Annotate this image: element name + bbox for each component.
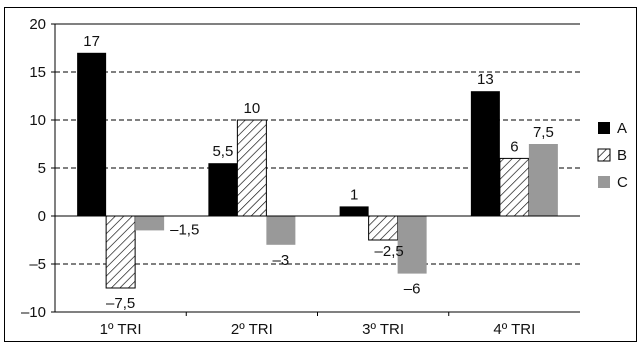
bar-c-3	[397, 216, 427, 274]
data-label-c-1: –1,5	[170, 221, 199, 238]
y-tick-label: 10	[29, 112, 46, 129]
x-tick-label: 3º TRI	[362, 321, 404, 338]
legend-label-a: A	[617, 120, 627, 137]
data-label-c-2: –3	[273, 252, 290, 269]
bar-a-3	[339, 206, 369, 216]
y-tick-label: –5	[29, 256, 46, 273]
x-tick-label: 2º TRI	[231, 321, 273, 338]
legend-swatch-a	[598, 122, 610, 134]
x-tick-label: 4º TRI	[493, 321, 535, 338]
data-label-b-2: 10	[244, 100, 261, 117]
bar-a-4	[470, 91, 500, 216]
data-label-a-1: 17	[83, 33, 100, 50]
legend-label-c: C	[617, 174, 628, 191]
bar-a-1	[77, 52, 107, 216]
data-label-a-2: 5,5	[212, 143, 233, 160]
y-tick-label: 20	[29, 16, 46, 33]
data-label-b-3: –2,5	[375, 243, 404, 260]
y-tick-label: 15	[29, 64, 46, 81]
data-label-a-4: 13	[477, 71, 494, 88]
data-label-b-4: 6	[510, 138, 518, 155]
legend-swatch-c	[598, 176, 610, 188]
bar-b-4	[499, 157, 530, 217]
bar-b-3	[368, 215, 399, 241]
bar-c-2	[266, 216, 296, 245]
bar-b-1	[105, 215, 136, 289]
bars	[77, 52, 558, 289]
data-label-b-1: –7,5	[106, 295, 135, 312]
data-label-a-3: 1	[350, 186, 358, 203]
chart-frame	[4, 7, 637, 342]
data-label-c-4: 7,5	[533, 124, 554, 141]
y-tick-label: 5	[38, 160, 46, 177]
axes: 20 15 10 5 0 –5 –10 1º TRI 2º TRI 3º TRI 4º TRI	[21, 16, 580, 338]
data-labels: 17 –7,5 –1,5 5,5 10 –3 1 –2,5 –6 13 6 7,5	[83, 33, 554, 312]
x-tick-label: 1º TRI	[100, 321, 142, 338]
bar-c-1	[135, 216, 165, 231]
legend-label-b: B	[617, 147, 627, 164]
legend: ABC	[597, 120, 628, 191]
bar-c-4	[528, 144, 558, 216]
legend-swatch-b	[597, 148, 611, 162]
bar-b-2	[236, 119, 267, 217]
y-tick-label: –10	[21, 304, 46, 321]
data-label-c-3: –6	[404, 281, 421, 298]
bar-a-2	[208, 163, 238, 216]
y-tick-label: 0	[38, 208, 46, 225]
